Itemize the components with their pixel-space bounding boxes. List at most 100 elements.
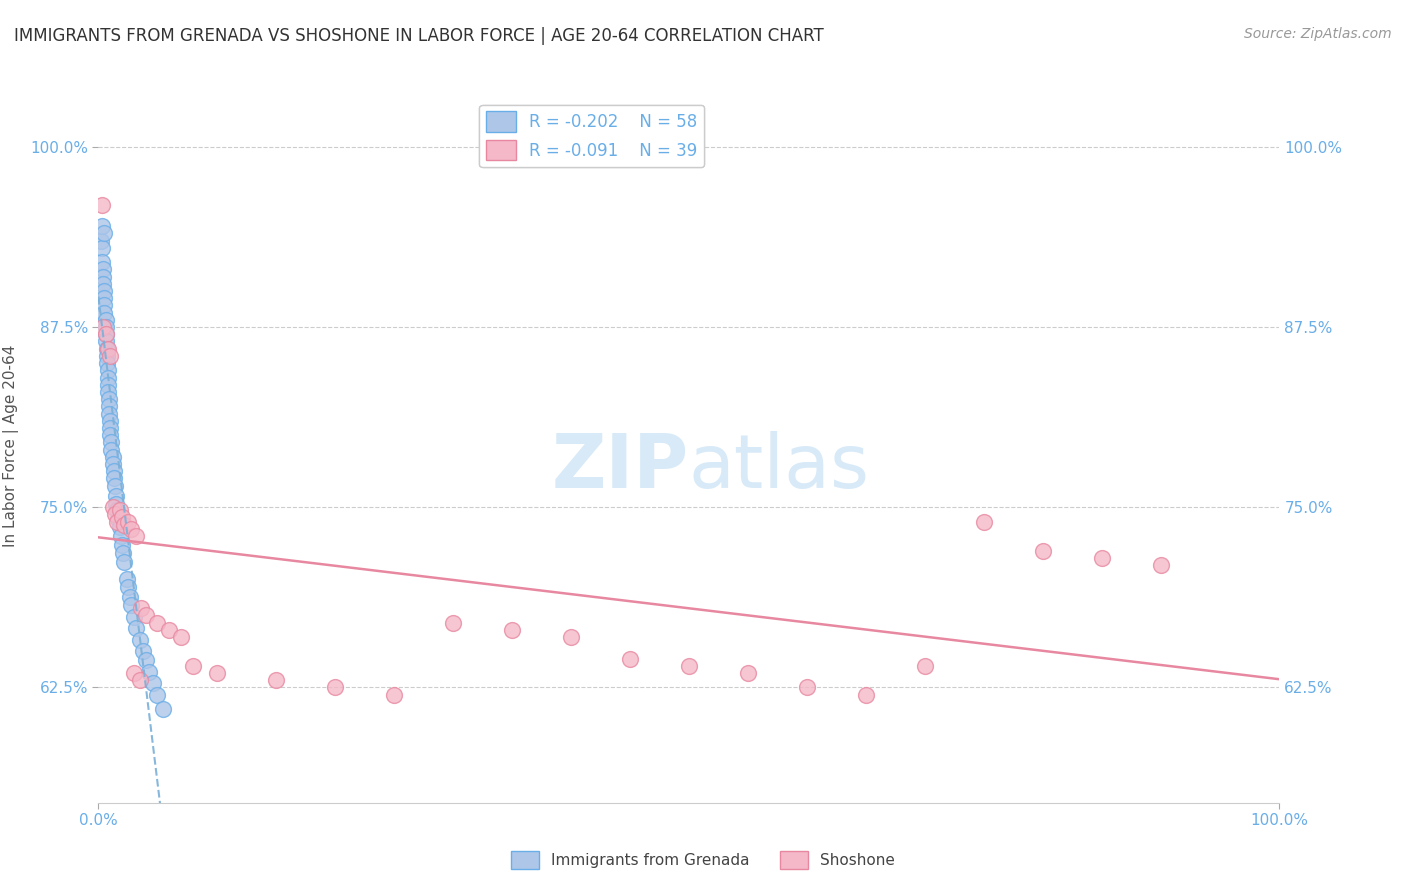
Point <box>138 665 160 679</box>
Point <box>93 306 115 320</box>
Point <box>105 497 128 511</box>
Point <box>101 457 124 471</box>
Point <box>112 517 135 532</box>
Point <box>1032 543 1054 558</box>
Point <box>105 489 128 503</box>
Y-axis label: In Labor Force | Age 20-64: In Labor Force | Age 20-64 <box>3 345 18 547</box>
Point <box>117 580 139 594</box>
Point <box>97 384 120 399</box>
Point <box>678 658 700 673</box>
Point <box>264 673 287 688</box>
Point <box>181 658 204 673</box>
Point <box>135 653 157 667</box>
Point <box>94 320 117 334</box>
Point <box>100 442 122 457</box>
Point <box>96 342 118 356</box>
Point <box>323 681 346 695</box>
Point <box>98 421 121 435</box>
Point <box>132 644 155 658</box>
Text: IMMIGRANTS FROM GRENADA VS SHOSHONE IN LABOR FORCE | AGE 20-64 CORRELATION CHART: IMMIGRANTS FROM GRENADA VS SHOSHONE IN L… <box>14 27 824 45</box>
Point <box>97 342 120 356</box>
Point <box>110 529 132 543</box>
Point <box>441 615 464 630</box>
Point <box>97 370 120 384</box>
Point <box>98 400 121 414</box>
Point <box>973 515 995 529</box>
Text: Source: ZipAtlas.com: Source: ZipAtlas.com <box>1244 27 1392 41</box>
Point <box>796 681 818 695</box>
Point <box>115 572 138 586</box>
Point <box>93 284 115 298</box>
Point <box>91 241 114 255</box>
Point <box>91 219 114 234</box>
Point <box>90 234 112 248</box>
Point <box>103 471 125 485</box>
Point <box>91 269 114 284</box>
Point <box>125 529 148 543</box>
Point <box>111 510 134 524</box>
Point <box>94 313 117 327</box>
Point <box>501 623 523 637</box>
Point <box>108 520 131 534</box>
Point <box>205 666 228 681</box>
Point <box>122 610 145 624</box>
Point <box>1091 550 1114 565</box>
Point <box>100 435 122 450</box>
Point <box>125 621 148 635</box>
Point <box>93 291 115 305</box>
Point <box>96 349 118 363</box>
Point <box>94 327 117 342</box>
Text: ZIP: ZIP <box>551 431 689 504</box>
Legend: R = -0.202    N = 58, R = -0.091    N = 39: R = -0.202 N = 58, R = -0.091 N = 39 <box>479 104 704 167</box>
Point <box>103 464 125 478</box>
Point <box>128 632 150 647</box>
Point <box>170 630 193 644</box>
Point <box>129 601 152 615</box>
Point <box>97 377 120 392</box>
Text: atlas: atlas <box>689 431 870 504</box>
Point <box>560 630 582 644</box>
Point <box>94 327 117 342</box>
Point <box>104 478 127 492</box>
Point <box>121 522 143 536</box>
Point <box>120 590 142 604</box>
Point <box>97 363 120 377</box>
Point <box>1150 558 1173 572</box>
Point <box>98 428 121 442</box>
Point <box>105 515 128 529</box>
Point <box>91 277 114 291</box>
Point <box>91 197 114 211</box>
Point <box>122 666 145 681</box>
Point <box>135 608 157 623</box>
Point <box>101 450 124 464</box>
Point <box>121 599 143 613</box>
Point <box>146 688 169 702</box>
Point <box>737 666 759 681</box>
Point <box>128 673 150 688</box>
Point <box>91 320 114 334</box>
Point <box>96 356 118 370</box>
Point <box>146 615 169 630</box>
Point <box>93 298 115 312</box>
Point <box>914 658 936 673</box>
Point <box>107 512 129 526</box>
Point <box>619 651 641 665</box>
Point <box>112 555 135 569</box>
Legend: Immigrants from Grenada, Shoshone: Immigrants from Grenada, Shoshone <box>505 845 901 875</box>
Point <box>94 334 117 349</box>
Point <box>152 702 174 716</box>
Point <box>98 414 121 428</box>
Point <box>382 688 405 702</box>
Point <box>91 255 114 269</box>
Point <box>101 500 124 515</box>
Point <box>855 688 877 702</box>
Point <box>105 503 128 517</box>
Point <box>98 392 121 406</box>
Point <box>98 349 121 363</box>
Point <box>98 407 121 421</box>
Point <box>93 227 115 241</box>
Point <box>108 503 131 517</box>
Point <box>104 508 127 522</box>
Point <box>91 262 114 277</box>
Point <box>111 538 134 552</box>
